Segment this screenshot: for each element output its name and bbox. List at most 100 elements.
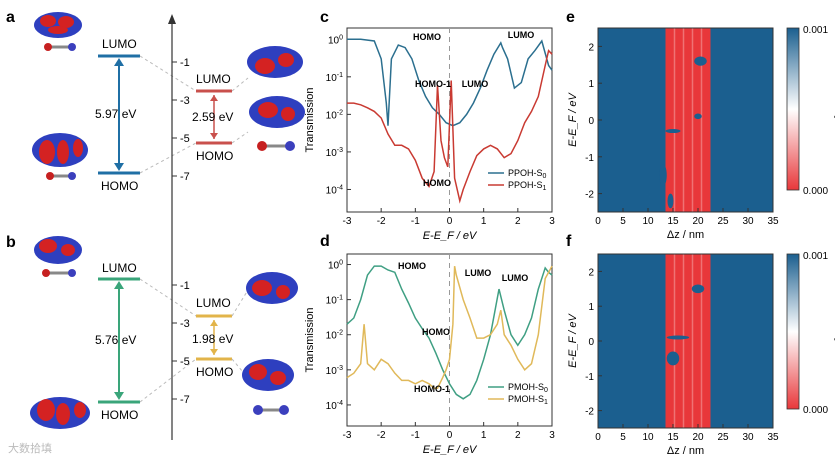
- lumo-label-right-a: LUMO: [196, 72, 231, 86]
- arrow-up-icon: [114, 58, 124, 66]
- x-tick-label: 25: [717, 216, 729, 227]
- x-tick-label: 25: [717, 432, 729, 443]
- energy-tick-label: -1: [180, 57, 190, 69]
- annotation-label: HOMO-1: [415, 79, 451, 89]
- arrow-up-icon: [168, 14, 176, 24]
- x-tick-label: 0: [595, 216, 601, 227]
- orbital-image-homo-a: [32, 133, 88, 180]
- heatmap-blob: [666, 351, 680, 366]
- homo-label-left-b: HOMO: [101, 408, 138, 422]
- colorbar-tick-label: 0.001: [803, 251, 828, 262]
- x-tick-label: 0: [595, 432, 601, 443]
- arrow-up-icon: [114, 281, 124, 289]
- heatmap-red-band: [665, 28, 711, 212]
- lumo-label-right-b: LUMO: [196, 296, 231, 310]
- series-line-PPOH-S1: [347, 49, 553, 204]
- y-tick-label: 10-3: [326, 365, 343, 377]
- colorbar: [786, 27, 800, 191]
- colorbar-tick-label: 0.000: [803, 186, 828, 197]
- x-tick-label: 5: [620, 432, 626, 443]
- gap-label-right-b: 1.98 eV: [192, 332, 233, 346]
- panel-letter-b: b: [6, 234, 16, 251]
- x-tick-label: -1: [411, 430, 420, 441]
- watermark: 大数拾填: [8, 441, 52, 455]
- heatmap-blob: [694, 56, 707, 66]
- y-tick-label: 10-2: [326, 109, 343, 121]
- x-tick-label: 1: [481, 216, 487, 227]
- y-tick-label: -1: [585, 372, 594, 383]
- annotation-label: HOMO: [413, 32, 441, 42]
- y-axis-label: E-E_F / eV: [567, 92, 579, 147]
- y-tick-label: 2: [588, 42, 594, 53]
- arrow-down-icon: [114, 392, 124, 400]
- energy-tick-label: -3: [180, 318, 190, 330]
- chart-d: -3 -2 -1 0 1 2 3 100 10-1 10-2 10-3 10-4 E-E_F / eV T…: [304, 253, 555, 456]
- y-tick-label: 0: [588, 116, 594, 127]
- x-axis-label: Δz / nm: [667, 445, 704, 457]
- y-tick-label: 1: [588, 302, 594, 313]
- gap-label-left-a: 5.97 eV: [95, 107, 136, 121]
- x-tick-label: 15: [667, 216, 679, 227]
- x-tick-label: 2: [515, 430, 521, 441]
- x-tick-label: 35: [767, 432, 779, 443]
- heatmap-blob: [659, 164, 667, 187]
- lumo-label-left-b: LUMO: [102, 261, 137, 275]
- annotation-label: HOMO-1: [414, 384, 450, 394]
- lumo-label-left-a: LUMO: [102, 37, 137, 51]
- y-tick-label: 1: [588, 79, 594, 90]
- y-tick-label: 10-1: [326, 295, 343, 307]
- panel-letter-d: d: [320, 233, 330, 250]
- energy-tick-label: -5: [180, 133, 190, 145]
- panel-letter-c: c: [320, 9, 329, 26]
- energy-axis: -1 -3 -5 -7 -1 -3 -5 -7: [168, 14, 190, 440]
- homo-label-right-b: HOMO: [196, 365, 233, 379]
- energy-tick-label: -3: [180, 95, 190, 107]
- y-tick-label: 0: [588, 337, 594, 348]
- heatmap-blob: [667, 193, 674, 209]
- gap-label-left-b: 5.76 eV: [95, 333, 136, 347]
- legend-label: PMOH-S1: [508, 394, 548, 406]
- x-tick-label: 30: [742, 432, 754, 443]
- x-tick-label: 20: [692, 432, 704, 443]
- annotation-label: HOMO: [423, 178, 451, 188]
- y-tick-label: 100: [328, 260, 343, 272]
- heatmap-blob: [665, 129, 681, 134]
- orbital-image-lumo-b: [34, 236, 82, 277]
- colorbar: [786, 253, 800, 410]
- y-tick-label: 2: [588, 267, 594, 278]
- x-tick-label: 35: [767, 216, 779, 227]
- y-tick-label: 10-3: [326, 147, 343, 159]
- energy-tick-label: -7: [180, 394, 190, 406]
- heatmap-blob: [691, 284, 705, 294]
- y-tick-label: 10-4: [326, 400, 343, 412]
- legend-label: PPOH-S1: [508, 180, 547, 192]
- homo-label-left-a: HOMO: [101, 179, 138, 193]
- arrow-down-icon: [114, 163, 124, 171]
- colorbar-tick-label: 0.000: [803, 405, 828, 416]
- panel-a: a LUMO HOMO 5.97 eV: [6, 9, 305, 193]
- energy-tick-label: -1: [180, 280, 190, 292]
- y-tick-label: 100: [328, 34, 343, 46]
- orbital-image-lumo-a: [34, 12, 82, 51]
- x-axis-label: E-E_F / eV: [423, 444, 478, 456]
- x-tick-label: 20: [692, 216, 704, 227]
- x-tick-label: 3: [549, 216, 555, 227]
- panel-b: b LUMO HOMO 5.76 eV LUMO HOMO 1.98 e: [6, 234, 298, 429]
- annotation-label: LUMO: [508, 30, 535, 40]
- x-tick-label: 5: [620, 216, 626, 227]
- series-line-PMOH-S1: [346, 265, 553, 389]
- y-tick-label: -2: [585, 407, 594, 418]
- panel-letter-f: f: [566, 233, 572, 250]
- x-tick-label: -1: [411, 216, 420, 227]
- x-tick-label: -3: [343, 216, 352, 227]
- orbital-image-homo-b: [30, 397, 90, 429]
- panel-letter-a: a: [6, 9, 15, 26]
- y-tick-label: -2: [585, 190, 594, 201]
- annotation-label: LUMO: [502, 273, 529, 283]
- orbital-image-lumo-right-b: [246, 272, 298, 304]
- x-tick-label: 1: [481, 430, 487, 441]
- x-tick-label: 3: [549, 430, 555, 441]
- y-tick-label: 10-4: [326, 184, 343, 196]
